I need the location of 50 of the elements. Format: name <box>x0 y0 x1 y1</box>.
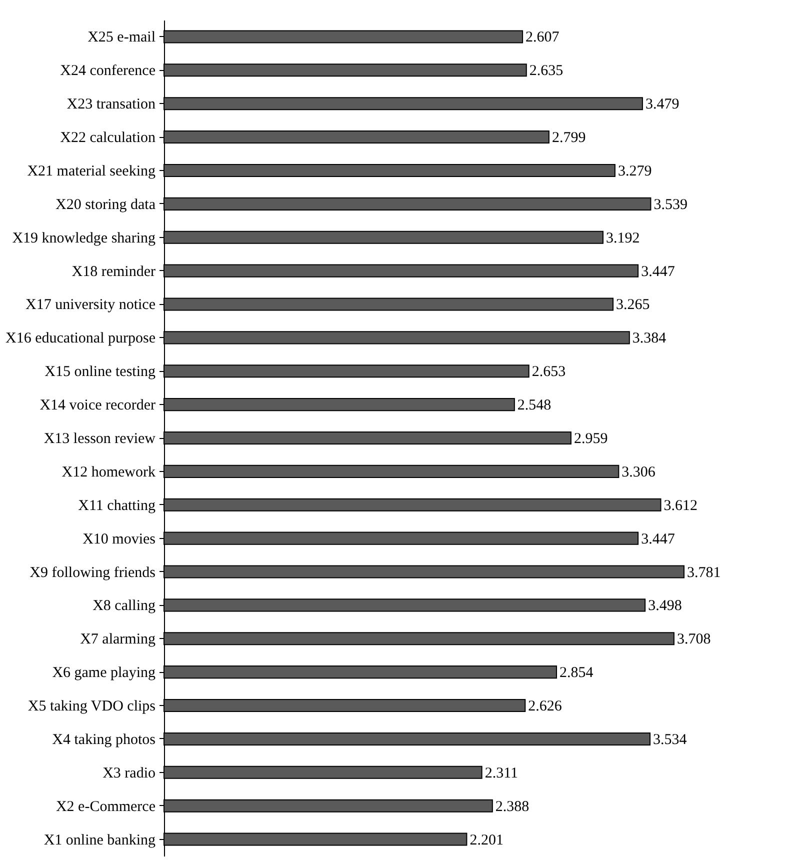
y-tick-label: X22 calculation <box>60 130 156 146</box>
data-label: 3.539 <box>654 196 688 213</box>
y-tick-label: X1 online banking <box>44 832 156 848</box>
data-label: 3.447 <box>641 531 676 548</box>
data-label: 3.498 <box>648 598 682 614</box>
data-label: 2.959 <box>574 431 608 447</box>
data-label: 3.384 <box>632 330 667 347</box>
y-tick-label: X2 e-Commerce <box>56 798 156 815</box>
y-tick-label: X3 radio <box>102 765 156 782</box>
y-tick-label: X7 alarming <box>80 632 156 648</box>
y-tick-label: X5 taking VDO clips <box>28 698 156 715</box>
data-label: 2.653 <box>532 364 566 380</box>
y-tick-label: X16 educational purpose <box>6 330 156 347</box>
data-label: 3.708 <box>676 632 711 648</box>
data-label: 3.279 <box>618 163 652 180</box>
data-label: 3.192 <box>606 230 640 246</box>
data-label: 3.534 <box>653 732 688 748</box>
y-tick-label: X21 material seeking <box>27 163 156 180</box>
y-tick-label: X14 voice recorder <box>40 398 156 414</box>
y-tick-label: X13 lesson review <box>44 431 156 447</box>
y-tick-label: X20 storing data <box>56 196 156 213</box>
y-tick-label: X17 university notice <box>26 297 156 314</box>
y-tick-label: X23 transation <box>66 96 156 113</box>
data-label: 2.311 <box>484 765 518 782</box>
y-tick-label: X15 online testing <box>44 364 156 380</box>
data-label: 3.265 <box>616 297 650 314</box>
data-label: 2.548 <box>517 398 552 414</box>
data-label: 3.612 <box>664 498 698 514</box>
data-label: 3.306 <box>622 464 656 480</box>
data-label: 3.479 <box>645 96 680 113</box>
data-label: 3.781 <box>687 564 721 581</box>
y-tick-label: X24 conference <box>60 63 156 80</box>
y-tick-label: X25 e-mail <box>88 30 156 46</box>
y-tick-label: X4 taking photos <box>52 732 156 748</box>
data-label: 2.607 <box>526 30 560 46</box>
y-tick-label: X19 knowledge sharing <box>12 230 156 246</box>
data-label: 2.388 <box>495 798 530 815</box>
data-label: 2.626 <box>528 698 562 715</box>
y-tick-label: X11 chatting <box>78 498 156 514</box>
data-label: 2.854 <box>560 665 594 682</box>
y-tick-label: X9 following friends <box>30 564 156 581</box>
data-label: 2.635 <box>529 63 564 80</box>
data-label: 2.799 <box>552 130 586 146</box>
y-tick-label: X18 reminder <box>72 264 156 280</box>
y-tick-label: X8 calling <box>92 598 156 614</box>
data-label: 3.447 <box>641 264 676 280</box>
y-tick-label: X6 game playing <box>52 665 156 682</box>
y-tick-label: X10 movies <box>82 531 156 548</box>
y-tick-label: X12 homework <box>62 464 156 480</box>
data-label: 2.201 <box>470 832 504 848</box>
